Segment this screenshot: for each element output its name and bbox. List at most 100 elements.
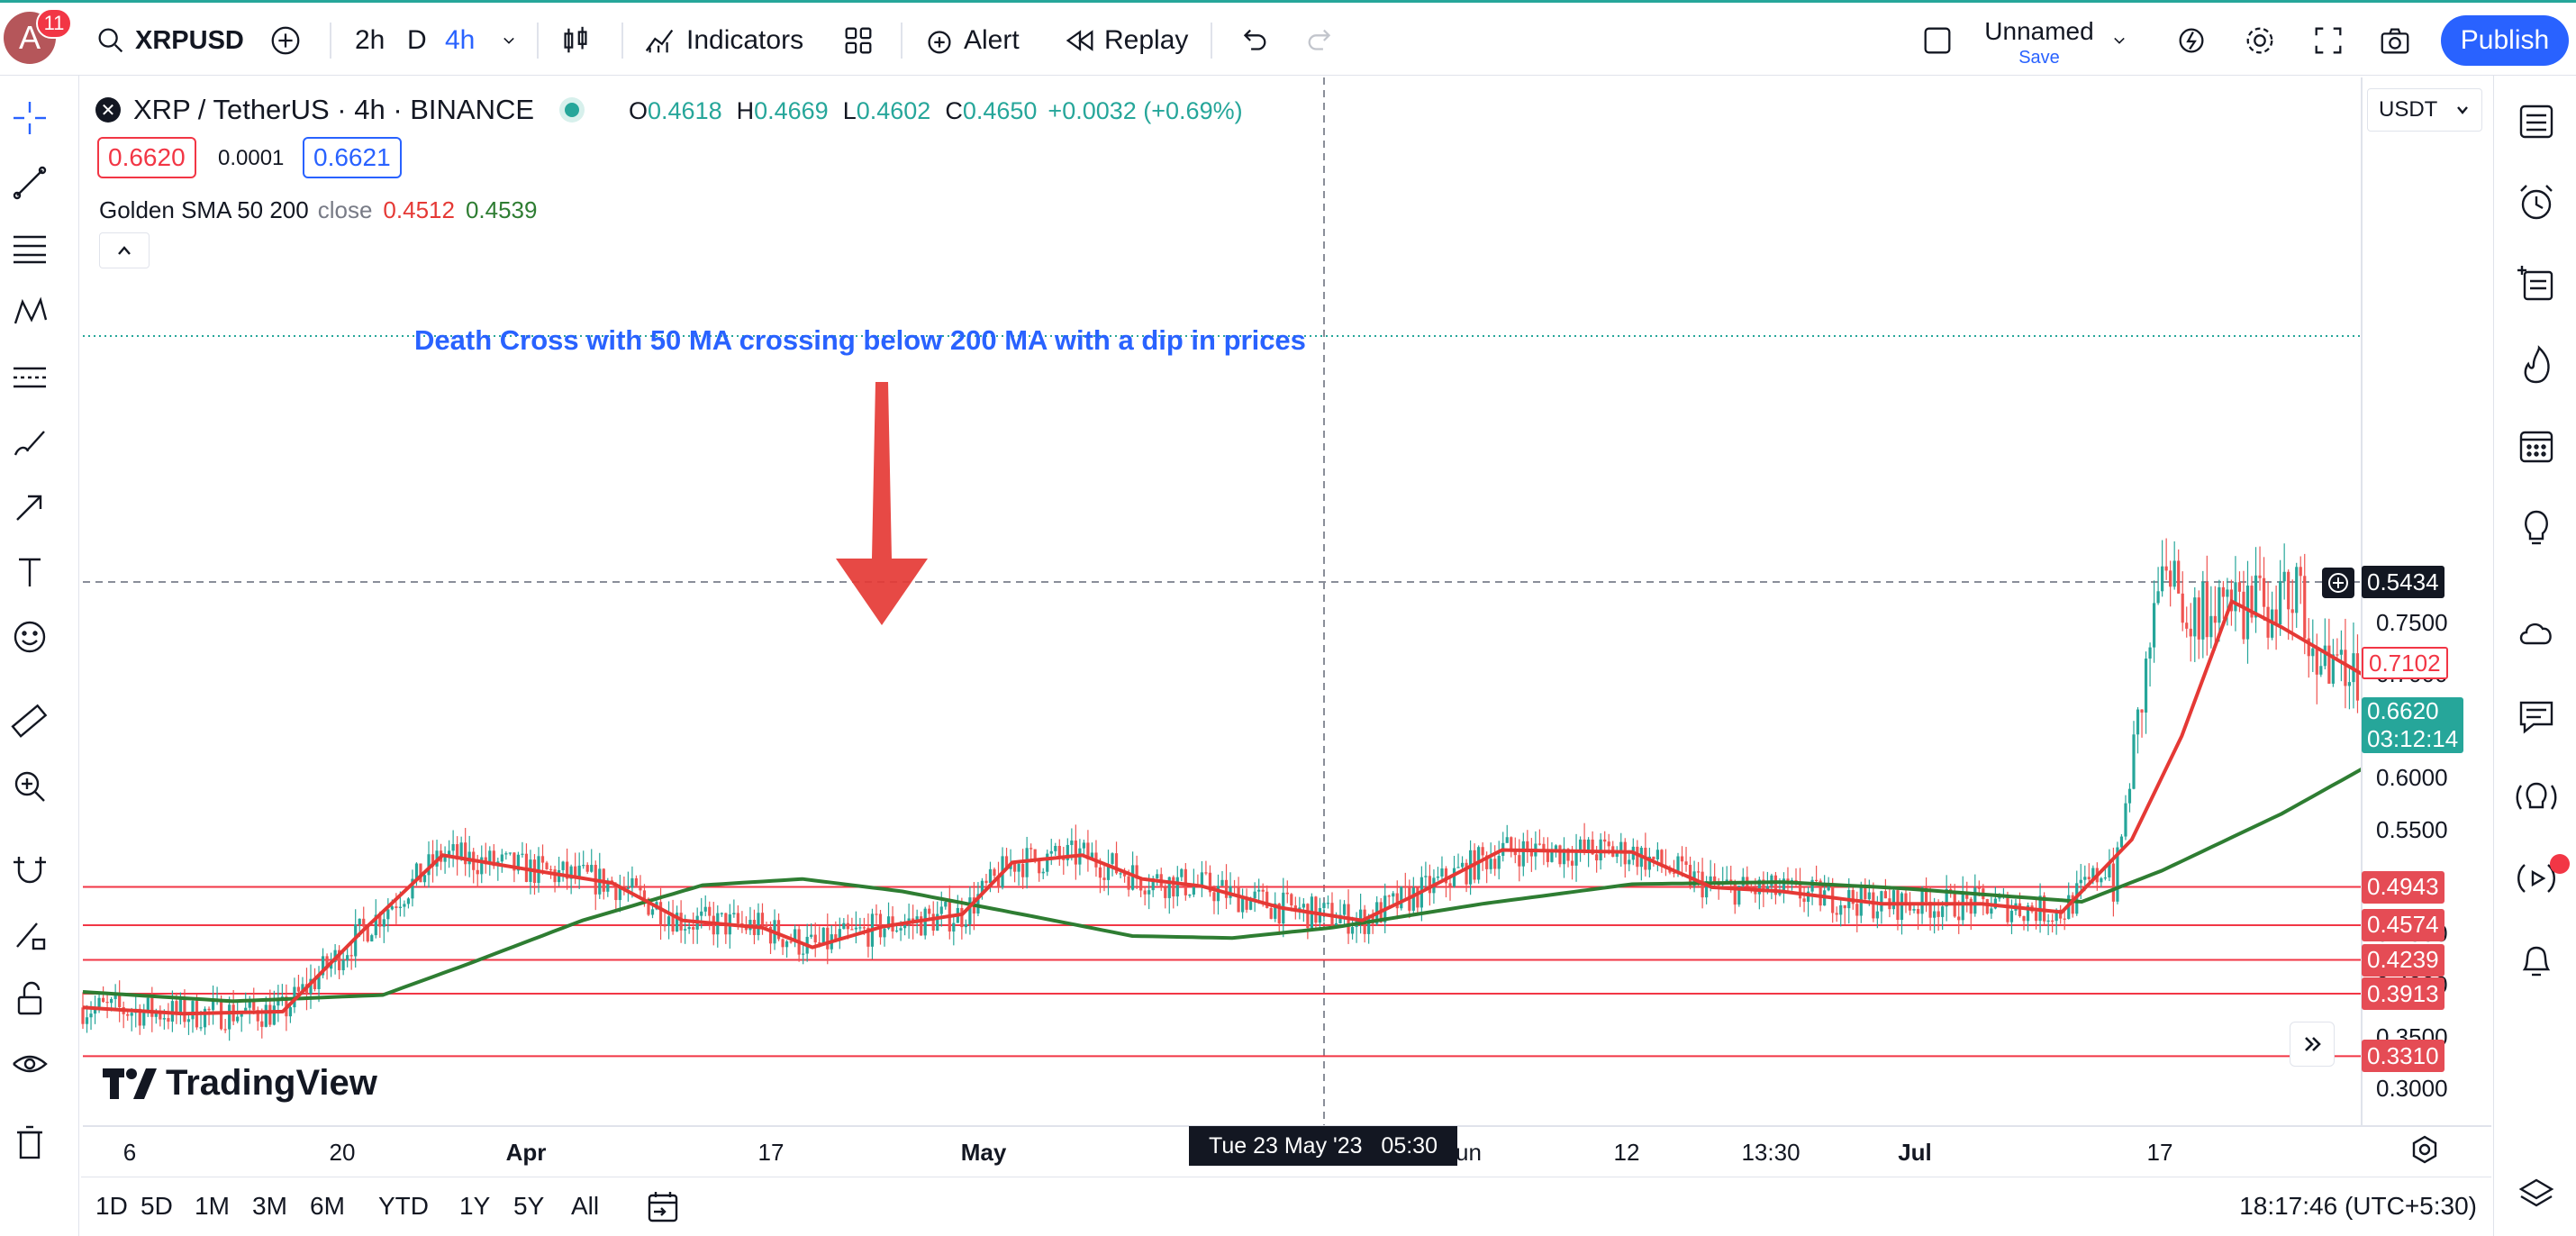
- notification-badge[interactable]: 11: [36, 8, 72, 39]
- candle-body: [1395, 893, 1399, 909]
- indicators-button[interactable]: Indicators: [643, 3, 803, 78]
- candle-body: [1717, 884, 1720, 886]
- emoji-tool[interactable]: [7, 614, 52, 659]
- candle-body: [1460, 862, 1465, 868]
- range-button-1y[interactable]: 1Y: [459, 1192, 491, 1220]
- layout-name-button[interactable]: Unnamed Save: [1978, 17, 2100, 68]
- range-button-6m[interactable]: 6M: [310, 1192, 345, 1220]
- trend-line-tool[interactable]: [7, 160, 52, 205]
- candle-body: [378, 914, 382, 927]
- pattern-tool[interactable]: [7, 290, 52, 335]
- candle-body: [2331, 654, 2335, 684]
- fullscreen-button[interactable]: [2311, 3, 2345, 78]
- symbol-legend[interactable]: ✕ XRP / TetherUS · 4h · BINANCE: [95, 94, 580, 126]
- redo-button[interactable]: [1304, 3, 1338, 78]
- candle-body: [1151, 877, 1155, 891]
- templates-button[interactable]: [841, 3, 875, 78]
- layout-checkbox[interactable]: [1920, 3, 1955, 78]
- interval-dropdown[interactable]: [497, 3, 521, 78]
- candle-body: [521, 853, 524, 855]
- range-button-1d[interactable]: 1D: [95, 1192, 128, 1220]
- brush-tool[interactable]: [7, 420, 52, 465]
- candle-body: [1245, 896, 1248, 910]
- candle-body: [810, 934, 813, 937]
- watchlist-button[interactable]: [2512, 97, 2561, 146]
- level-price-label: 0.4239: [2362, 943, 2444, 977]
- hotlists-button[interactable]: [2512, 341, 2561, 389]
- candle-body: [2100, 877, 2103, 883]
- candle-body: [1945, 888, 1948, 907]
- scroll-to-realtime-button[interactable]: [2290, 1022, 2335, 1067]
- clock[interactable]: 18:17:46 (UTC+5:30): [2239, 1192, 2477, 1220]
- object-tree-button[interactable]: [2512, 259, 2561, 308]
- settings-button[interactable]: [2243, 3, 2277, 78]
- ruler-tool[interactable]: [7, 699, 52, 744]
- currency-selector[interactable]: USDT: [2367, 88, 2482, 132]
- range-button-5y[interactable]: 5Y: [513, 1192, 545, 1220]
- chart-type-button[interactable]: [558, 3, 593, 78]
- interval-4h[interactable]: 4h: [445, 25, 476, 55]
- text-tool[interactable]: [7, 550, 52, 595]
- candle-body: [150, 997, 154, 1017]
- candle-body: [159, 1011, 162, 1020]
- indicator-legend[interactable]: Golden SMA 50 200 close 0.4512 0.4539: [99, 196, 537, 224]
- goto-date-button[interactable]: [645, 1188, 683, 1231]
- alerts-panel-button[interactable]: [2512, 178, 2561, 227]
- undo-button[interactable]: [1236, 3, 1270, 78]
- candle-body: [97, 997, 101, 1007]
- candle-body: [2344, 650, 2347, 686]
- snapshot-button[interactable]: [2378, 3, 2412, 78]
- crosshair-add-button[interactable]: [2322, 568, 2354, 598]
- level-price-label: 0.3310: [2362, 1040, 2444, 1073]
- symbol-search[interactable]: XRPUSD: [94, 3, 244, 78]
- comments-button[interactable]: [2512, 692, 2561, 741]
- interval-2h[interactable]: 2h: [355, 25, 385, 55]
- notifications-button[interactable]: [2512, 935, 2561, 984]
- range-button-5d[interactable]: 5D: [141, 1192, 173, 1220]
- candle-body: [842, 922, 846, 930]
- publish-button[interactable]: Publish: [2441, 15, 2569, 66]
- zoom-tool[interactable]: [7, 764, 52, 809]
- candle-body: [1086, 842, 1090, 859]
- lock-drawings-tool[interactable]: [7, 977, 52, 1022]
- calendar-button[interactable]: [2512, 422, 2561, 470]
- collapse-legend-button[interactable]: [99, 232, 150, 268]
- alert-button[interactable]: Alert: [922, 3, 1020, 78]
- gear-icon: [2412, 1135, 2437, 1164]
- ideas-button[interactable]: [2512, 503, 2561, 551]
- quick-search-button[interactable]: [2174, 3, 2209, 78]
- fib-tool[interactable]: [7, 225, 52, 270]
- range-button-all[interactable]: All: [571, 1192, 600, 1220]
- replay-button[interactable]: Replay: [1063, 3, 1188, 78]
- candle-body: [1098, 867, 1102, 878]
- sell-button[interactable]: 0.6620: [97, 137, 196, 178]
- hide-drawings-tool[interactable]: [7, 1041, 52, 1086]
- layout-dropdown[interactable]: [2108, 3, 2131, 78]
- compare-button[interactable]: [268, 3, 303, 78]
- stay-drawing-tool[interactable]: [7, 912, 52, 957]
- range-button-ytd[interactable]: YTD: [378, 1192, 429, 1220]
- crosshair-tool[interactable]: [7, 95, 52, 141]
- range-button-1m[interactable]: 1M: [195, 1192, 230, 1220]
- candle-body: [480, 857, 484, 875]
- toolbar-divider: [1211, 23, 1212, 59]
- interval-d[interactable]: D: [407, 25, 427, 55]
- layers-button[interactable]: [2512, 1169, 2561, 1218]
- candle-body: [1293, 905, 1297, 912]
- close-icon[interactable]: ✕: [95, 97, 121, 123]
- level-price-label: 0.4943: [2362, 870, 2444, 904]
- help-button[interactable]: [2512, 773, 2561, 822]
- axis-settings-button[interactable]: [2407, 1131, 2443, 1168]
- candle-body: [1122, 873, 1127, 877]
- chats-button[interactable]: [2512, 611, 2561, 659]
- remove-drawings-tool[interactable]: [7, 1121, 52, 1166]
- candle-body: [894, 930, 899, 932]
- candle-body: [1961, 891, 1964, 921]
- magnet-tool[interactable]: [7, 847, 52, 892]
- range-button-3m[interactable]: 3M: [252, 1192, 287, 1220]
- buy-button[interactable]: 0.6621: [303, 137, 402, 178]
- arrow-tool[interactable]: [7, 485, 52, 530]
- forecast-tool[interactable]: [7, 355, 52, 400]
- double-chevron-right-icon: [2305, 1037, 2321, 1051]
